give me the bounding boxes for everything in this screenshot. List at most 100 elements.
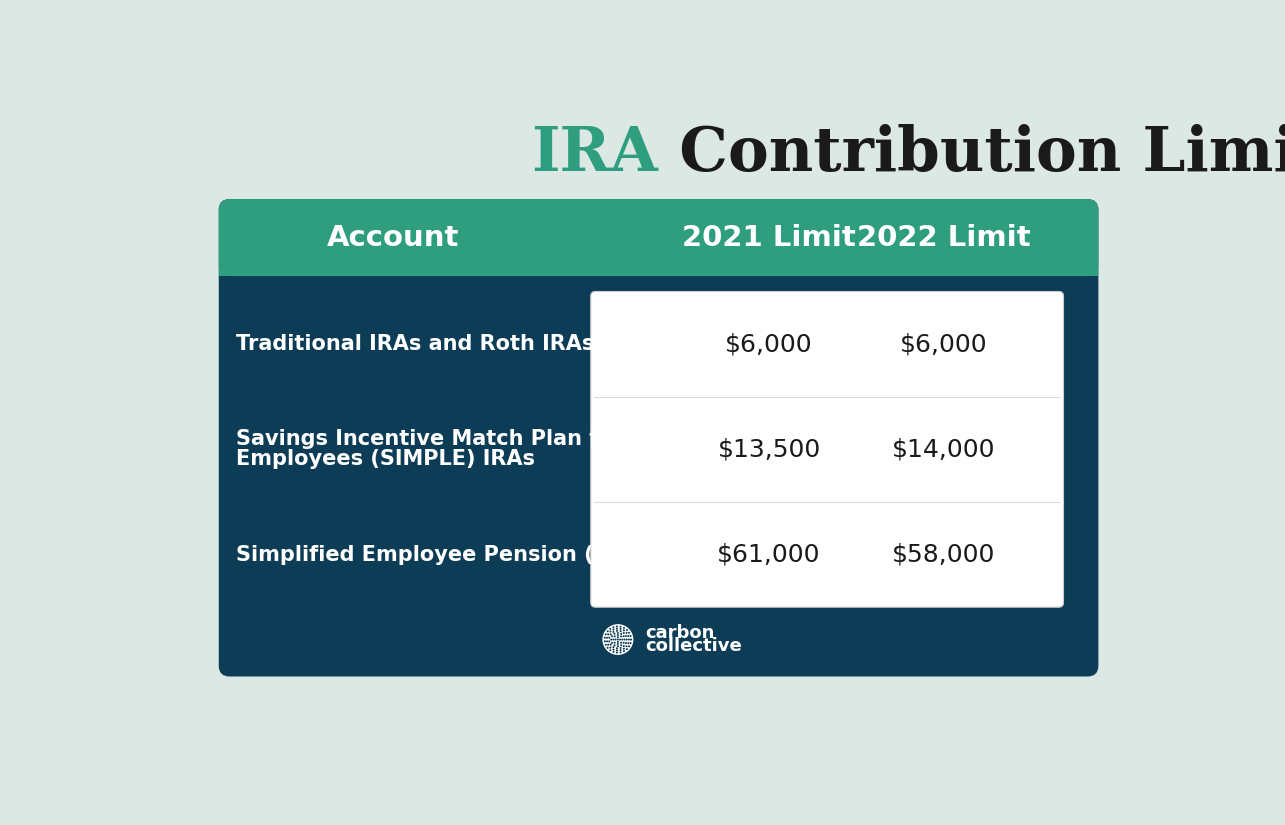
Text: Simplified Employee Pension (SEP) Plans: Simplified Employee Pension (SEP) Plans	[236, 544, 718, 564]
Circle shape	[608, 634, 609, 635]
Circle shape	[617, 632, 619, 634]
Circle shape	[612, 642, 613, 644]
Circle shape	[628, 645, 630, 648]
Text: 2021 Limit: 2021 Limit	[682, 224, 856, 252]
Circle shape	[604, 640, 605, 643]
Circle shape	[623, 648, 625, 650]
Circle shape	[616, 649, 618, 652]
Circle shape	[630, 642, 631, 644]
Circle shape	[626, 648, 628, 650]
Circle shape	[623, 650, 625, 653]
Circle shape	[603, 625, 634, 655]
Text: $14,000: $14,000	[892, 437, 995, 461]
Circle shape	[609, 644, 612, 646]
Text: Contribution Limit Increase: Contribution Limit Increase	[658, 125, 1285, 185]
FancyBboxPatch shape	[591, 291, 1064, 607]
Circle shape	[630, 635, 631, 637]
Circle shape	[623, 627, 625, 629]
Circle shape	[613, 639, 614, 640]
Circle shape	[626, 639, 627, 640]
Circle shape	[613, 646, 614, 648]
Circle shape	[628, 639, 630, 640]
Circle shape	[623, 635, 625, 637]
Circle shape	[616, 628, 618, 629]
Text: carbon: carbon	[645, 625, 714, 643]
Circle shape	[612, 635, 613, 637]
Circle shape	[617, 641, 619, 643]
Circle shape	[608, 644, 609, 646]
Bar	[218, 266, 1099, 276]
Circle shape	[613, 651, 614, 653]
Circle shape	[626, 632, 627, 634]
FancyBboxPatch shape	[218, 199, 1099, 676]
Text: collective: collective	[645, 637, 741, 655]
Circle shape	[619, 649, 622, 651]
Circle shape	[608, 640, 610, 643]
Circle shape	[617, 636, 619, 639]
Circle shape	[625, 635, 627, 637]
Text: Savings Incentive Match Plan for: Savings Incentive Match Plan for	[236, 429, 623, 450]
Circle shape	[607, 640, 608, 643]
Circle shape	[626, 645, 627, 648]
Text: IRA: IRA	[531, 125, 658, 185]
Circle shape	[613, 629, 614, 630]
Circle shape	[613, 633, 616, 634]
Circle shape	[613, 644, 616, 646]
Circle shape	[628, 632, 630, 634]
Circle shape	[621, 644, 622, 646]
Circle shape	[604, 637, 605, 639]
Text: $6,000: $6,000	[899, 332, 987, 356]
Circle shape	[619, 639, 621, 640]
Text: $13,500: $13,500	[717, 437, 821, 461]
Circle shape	[609, 647, 612, 648]
Circle shape	[617, 645, 619, 647]
Circle shape	[619, 652, 622, 653]
Circle shape	[609, 649, 612, 651]
Circle shape	[625, 642, 627, 644]
Circle shape	[630, 639, 632, 640]
Circle shape	[614, 639, 617, 640]
Circle shape	[621, 633, 622, 634]
Circle shape	[621, 642, 622, 644]
FancyBboxPatch shape	[218, 199, 1099, 276]
Circle shape	[607, 647, 609, 648]
Text: Employees (SIMPLE) IRAs: Employees (SIMPLE) IRAs	[236, 450, 535, 469]
Text: $58,000: $58,000	[892, 543, 995, 567]
Circle shape	[609, 628, 612, 629]
Circle shape	[605, 644, 607, 646]
Circle shape	[609, 630, 612, 633]
Circle shape	[623, 642, 625, 644]
Circle shape	[627, 635, 630, 637]
Circle shape	[607, 637, 608, 639]
Circle shape	[613, 626, 614, 628]
Circle shape	[617, 634, 619, 636]
Text: $61,000: $61,000	[717, 543, 821, 567]
Circle shape	[621, 635, 622, 638]
Text: $6,000: $6,000	[725, 332, 813, 356]
Circle shape	[616, 629, 618, 632]
Circle shape	[608, 637, 610, 639]
Circle shape	[626, 629, 628, 631]
Circle shape	[607, 630, 609, 632]
Circle shape	[619, 630, 622, 632]
Circle shape	[623, 632, 625, 634]
Text: 2022 Limit: 2022 Limit	[857, 224, 1031, 252]
Circle shape	[609, 634, 612, 635]
Circle shape	[617, 643, 619, 645]
Circle shape	[613, 648, 614, 651]
Circle shape	[619, 647, 622, 649]
Circle shape	[613, 631, 614, 633]
Circle shape	[627, 642, 630, 644]
Circle shape	[614, 642, 616, 644]
Circle shape	[616, 652, 618, 653]
Circle shape	[622, 639, 623, 640]
Circle shape	[616, 625, 618, 628]
Text: Traditional IRAs and Roth IRAs: Traditional IRAs and Roth IRAs	[236, 334, 594, 354]
Circle shape	[619, 625, 622, 628]
Text: Account: Account	[326, 224, 459, 252]
Circle shape	[623, 645, 625, 647]
Circle shape	[617, 639, 619, 640]
Circle shape	[610, 639, 612, 640]
Circle shape	[605, 634, 607, 635]
Circle shape	[623, 629, 625, 631]
